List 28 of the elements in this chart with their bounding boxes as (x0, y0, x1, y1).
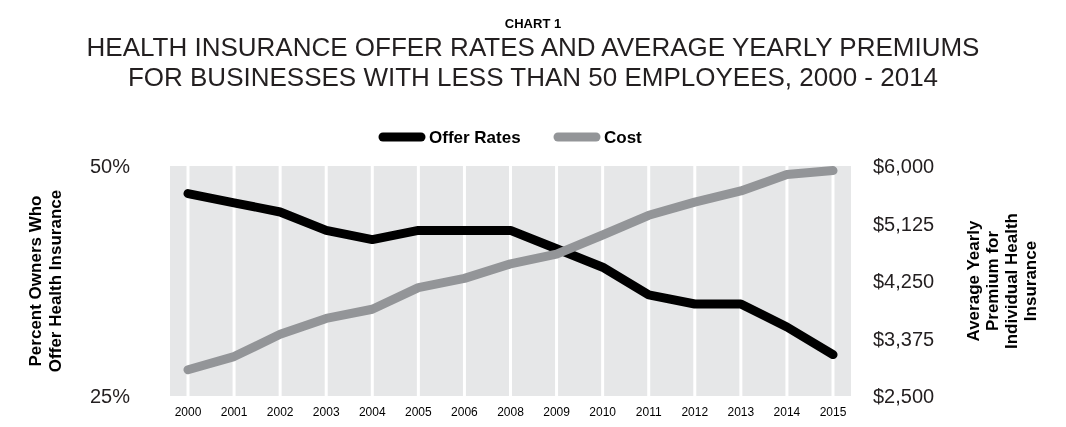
y-axis-title: Percent Owners Who Offer Health Insurance (26, 189, 65, 373)
y2-tick-label: $6,000 (873, 155, 935, 177)
y-tick-label: 25% (89, 385, 131, 407)
y2-tick-label: $4,250 (873, 270, 935, 292)
chart-subtitle: HEALTH INSURANCE OFFER RATES AND AVERAGE YEARLY PREMIUMS FOR BUSINESSES WITH LESS THAN 50 EMPLOYEES, 2000 - 2014 (86, 32, 980, 92)
x-tick-label: 2005 (405, 405, 433, 419)
x-tick-label: 2014 (773, 405, 801, 419)
x-tick-label: 2009 (543, 405, 571, 419)
x-tick-label: 2010 (589, 405, 617, 419)
x-tick-label: 2000 (174, 405, 202, 419)
y2-axis-title: Average Yearly Premium for Individual Health Insurance (963, 212, 1040, 350)
x-tick-label: 2008 (497, 405, 525, 419)
x-tick-label: 2011 (635, 405, 662, 419)
y-tick-label: 50% (89, 155, 131, 177)
chart-title: CHART 1 (504, 16, 562, 31)
legend-label: Cost (604, 128, 643, 147)
legend-label: Offer Rates (429, 128, 521, 147)
x-tick-label: 2013 (727, 405, 755, 419)
x-tick-label: 2004 (358, 405, 386, 419)
y2-tick-label: $3,375 (873, 327, 935, 350)
x-tick-label: 2015 (819, 405, 847, 419)
x-tick-label: 2002 (266, 405, 294, 419)
x-tick-label: 2001 (220, 405, 248, 419)
x-tick-label: 2006 (451, 405, 479, 419)
y2-tick-label: $2,500 (873, 385, 935, 407)
x-tick-label: 2012 (681, 405, 709, 419)
y2-tick-label: $5,125 (873, 212, 935, 235)
x-tick-label: 2003 (312, 405, 340, 419)
